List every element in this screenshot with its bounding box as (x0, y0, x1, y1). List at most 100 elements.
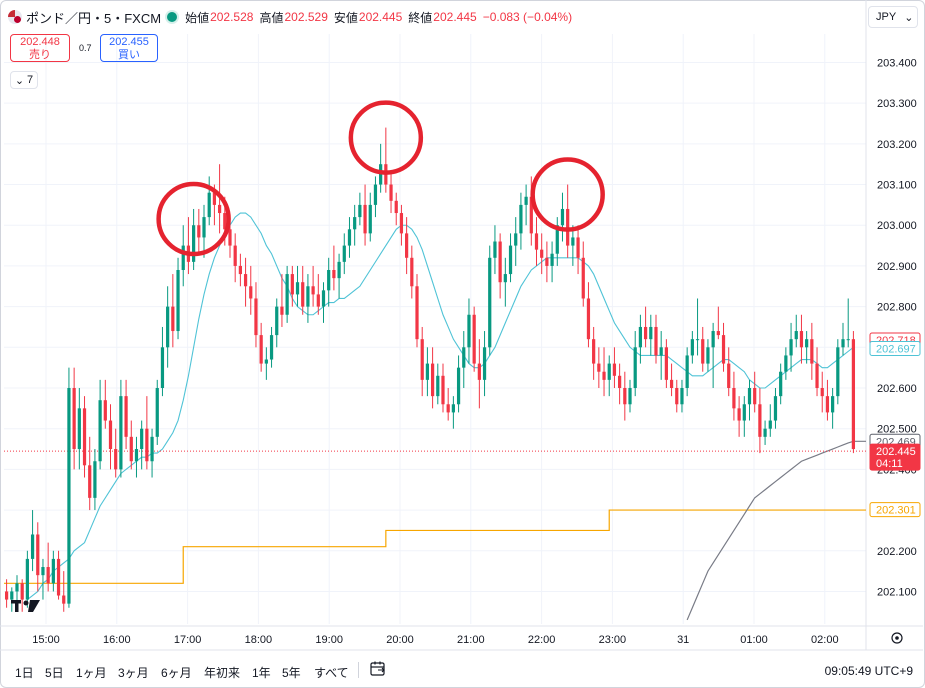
candle-body (166, 306, 170, 348)
candle-body (467, 314, 471, 348)
candle-body (618, 375, 622, 388)
sell-button[interactable]: 202.448 売り (10, 34, 70, 62)
candle-body (753, 388, 757, 405)
candle-body (62, 595, 66, 604)
indicators-toggle-button[interactable]: ⌄ 7 (10, 71, 38, 89)
time-axis-label: 19:00 (315, 634, 343, 646)
candle-body (353, 217, 357, 230)
candle-body (815, 363, 819, 388)
candle-body (145, 428, 149, 462)
candle-body (747, 388, 752, 405)
timeframe-1y[interactable]: 1年 (252, 666, 271, 680)
candle-body (701, 339, 705, 364)
candle-body (399, 213, 404, 234)
currency-button[interactable]: JPY ⌄ (868, 6, 918, 28)
candle-body (805, 339, 809, 348)
calendar-go-to-date-icon[interactable] (369, 660, 387, 678)
candle-body (706, 347, 710, 364)
buy-button[interactable]: 202.455 買い (100, 34, 158, 62)
candle-body (566, 208, 570, 246)
sell-price: 202.448 (20, 36, 60, 48)
symbol-title[interactable]: ポンド／円・5・FXCM (26, 10, 162, 26)
candle-body (441, 375, 445, 405)
price-label-text: 202.301 (876, 505, 916, 517)
logo-dot (23, 600, 29, 606)
change-value: −0.083 (−0.04%) (482, 10, 573, 24)
timeframe-5d[interactable]: 5日 (45, 666, 64, 680)
candle-body (669, 379, 674, 388)
candle-body (316, 294, 320, 307)
candle-body (88, 465, 92, 498)
candle-body (342, 245, 346, 262)
candle-body (794, 331, 798, 340)
candle-body (545, 257, 549, 266)
candle-body (462, 347, 466, 368)
chevron-down-icon: ⌄ (904, 11, 914, 24)
spread-value: 0.7 (79, 43, 92, 53)
price-axis-label: 202.500 (877, 424, 917, 436)
candle-body (430, 363, 435, 397)
candle-body (690, 339, 694, 356)
candle-body (311, 286, 315, 295)
candle-body (155, 388, 159, 437)
price-axis-label: 202.800 (877, 302, 917, 314)
price-axis-label: 203.200 (877, 139, 917, 151)
candle-body (269, 335, 274, 360)
price-axis-label: 203.300 (877, 98, 917, 110)
candle-body (654, 326, 658, 356)
candle-body (228, 229, 232, 246)
annotation-circle (156, 181, 231, 257)
price-label-text: 202.697 (876, 344, 916, 356)
ma-fast-line (27, 212, 854, 601)
candle-body (124, 396, 128, 437)
gear-hub (895, 636, 899, 640)
price-axis-label: 203.100 (877, 180, 917, 192)
candle-body (560, 208, 565, 226)
candle-body (337, 261, 341, 279)
price-label-box (869, 502, 921, 518)
candle-body (36, 534, 40, 576)
timeframe-3m[interactable]: 3ヶ月 (118, 666, 149, 680)
candle-body (301, 282, 305, 307)
candle-body (264, 359, 268, 364)
candle-body (176, 270, 180, 332)
candle-body (493, 241, 497, 258)
candle-body (243, 274, 248, 287)
candle-body (290, 274, 294, 295)
timeframe-5y[interactable]: 5年 (282, 666, 301, 680)
timeframe-1m[interactable]: 1ヶ月 (76, 666, 107, 680)
candle-body (597, 363, 601, 372)
axis-settings-icon[interactable] (891, 632, 903, 644)
price-label-box (869, 443, 921, 471)
candle-body (586, 298, 591, 340)
candle-body (4, 591, 9, 600)
utc-clock[interactable]: 09:05:49 UTC+9 (824, 664, 913, 678)
time-axis-label: 15:00 (32, 634, 60, 646)
timeframe-6m[interactable]: 6ヶ月 (161, 666, 192, 680)
buy-label: 買い (118, 49, 140, 61)
timeframe-all[interactable]: すべて (314, 666, 349, 680)
bottom-toolbar: 1日 5日 1ヶ月 3ヶ月 6ヶ月 年初来 1年 5年 すべて 09:05:49… (0, 652, 925, 688)
candle-body (93, 461, 97, 498)
candle-body (550, 253, 554, 266)
candle-body (482, 347, 487, 380)
candle-body (223, 213, 227, 230)
time-axis-label: 22:00 (528, 634, 556, 646)
candle-body (664, 347, 668, 380)
candle-body (680, 388, 684, 405)
candle-body (56, 558, 61, 596)
candle-body (181, 245, 185, 270)
candle-body (472, 314, 476, 364)
sell-label: 売り (29, 49, 51, 61)
candle-body (799, 331, 804, 348)
timeframe-1d[interactable]: 1日 (15, 666, 34, 680)
indicators-count: 7 (27, 74, 34, 86)
candle-body (524, 196, 528, 205)
candle-body (212, 192, 217, 205)
timeframe-ytd[interactable]: 年初来 (204, 666, 241, 680)
candle-body (649, 326, 653, 340)
candle-body (602, 371, 606, 380)
price-axis-label: 203.400 (877, 57, 917, 69)
candle-body (405, 233, 409, 258)
